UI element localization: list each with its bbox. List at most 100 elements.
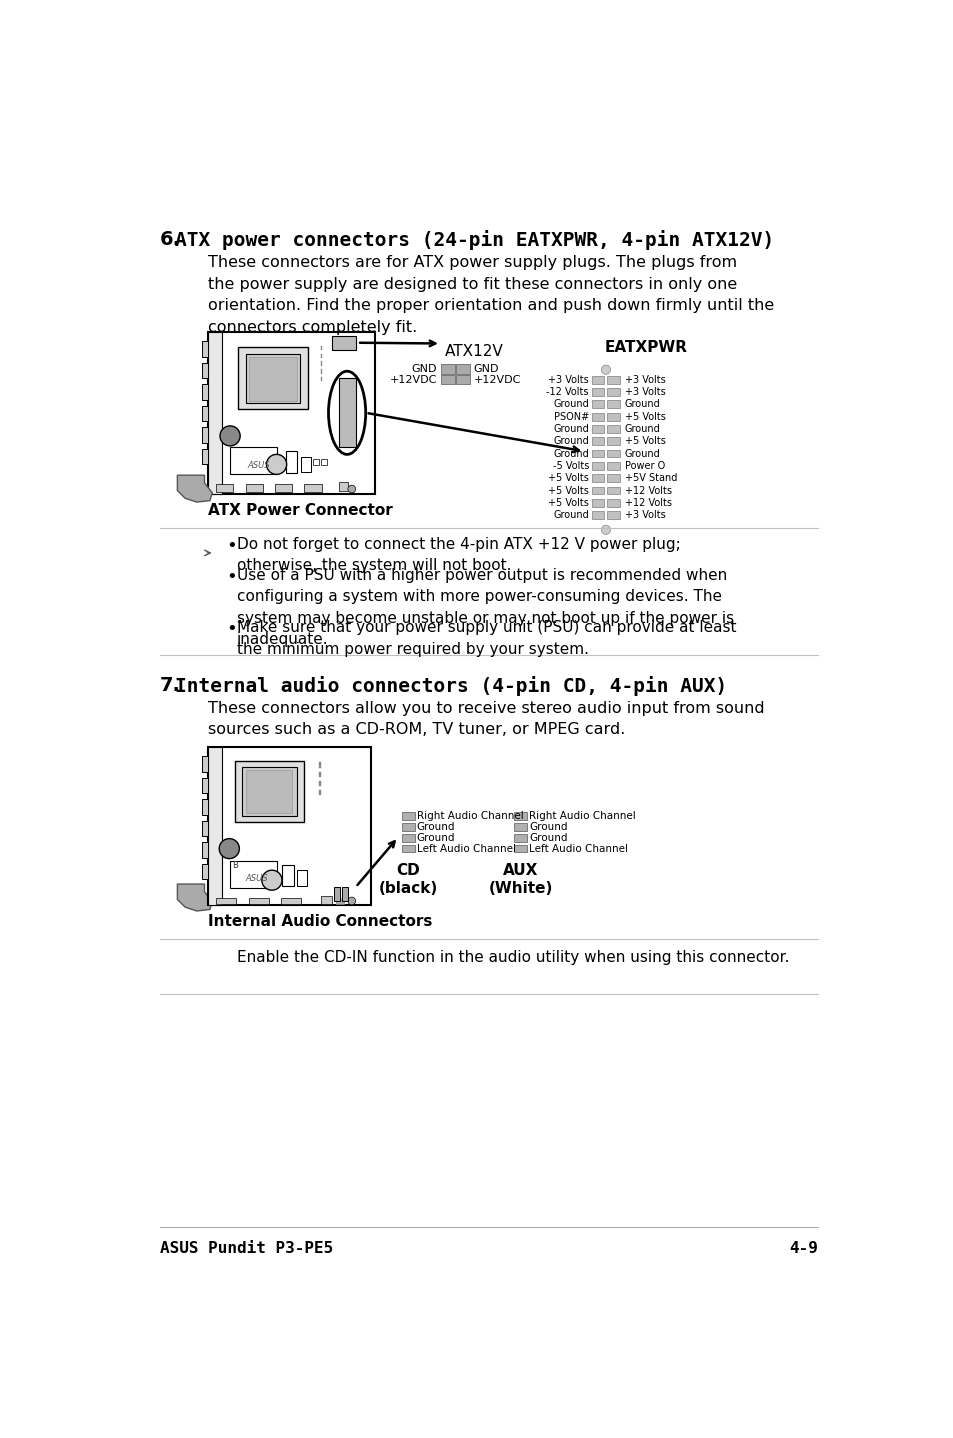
Text: Ground: Ground bbox=[553, 424, 588, 434]
Bar bbox=[402, 812, 415, 820]
Bar bbox=[592, 437, 604, 446]
Text: +3 Volts: +3 Volts bbox=[624, 375, 664, 385]
Text: Power O: Power O bbox=[624, 462, 664, 470]
Bar bbox=[592, 450, 604, 457]
Text: Make sure that your power supply unit (PSU) can provide at least
the minimum pow: Make sure that your power supply unit (P… bbox=[236, 620, 736, 657]
Bar bbox=[230, 861, 276, 887]
Bar bbox=[320, 361, 322, 365]
Text: Use of a PSU with a higher power output is recommended when
configuring a system: Use of a PSU with a higher power output … bbox=[236, 568, 734, 647]
Bar bbox=[607, 450, 619, 457]
Text: +5V Stand: +5V Stand bbox=[624, 473, 677, 483]
Text: Do not forget to connect the 4-pin ATX +12 V power plug;
otherwise, the system w: Do not forget to connect the 4-pin ATX +… bbox=[236, 536, 680, 574]
Bar bbox=[282, 864, 294, 886]
Bar bbox=[514, 834, 526, 841]
Bar bbox=[320, 354, 322, 358]
Bar bbox=[607, 475, 619, 482]
Bar bbox=[202, 449, 208, 464]
Ellipse shape bbox=[266, 454, 286, 475]
Bar bbox=[338, 482, 348, 492]
Bar bbox=[607, 375, 619, 384]
Text: GND: GND bbox=[473, 364, 498, 374]
Bar bbox=[440, 375, 455, 384]
Bar bbox=[245, 485, 262, 492]
Bar bbox=[592, 462, 604, 470]
Text: PSON#: PSON# bbox=[553, 411, 588, 421]
Text: +12 Volts: +12 Volts bbox=[624, 486, 671, 496]
Bar bbox=[607, 499, 619, 506]
Text: +12VDC: +12VDC bbox=[389, 375, 436, 385]
Bar bbox=[313, 459, 319, 464]
Bar bbox=[202, 406, 208, 421]
Bar bbox=[249, 357, 296, 401]
Bar bbox=[514, 823, 526, 831]
Text: Internal audio connectors (4-pin CD, 4-pin AUX): Internal audio connectors (4-pin CD, 4-p… bbox=[174, 676, 726, 696]
Text: ATX12V: ATX12V bbox=[444, 344, 503, 358]
Bar bbox=[402, 834, 415, 841]
Bar bbox=[235, 761, 303, 823]
Circle shape bbox=[348, 897, 355, 905]
Bar bbox=[607, 400, 619, 408]
Bar bbox=[281, 897, 301, 905]
Text: ASUS: ASUS bbox=[247, 462, 270, 470]
Bar bbox=[274, 485, 292, 492]
Text: +12VDC: +12VDC bbox=[473, 375, 520, 385]
Bar bbox=[297, 870, 307, 886]
Bar bbox=[607, 413, 619, 420]
Text: 6.: 6. bbox=[159, 230, 180, 249]
Text: ATX power connectors (24-pin EATXPWR, 4-pin ATX12V): ATX power connectors (24-pin EATXPWR, 4-… bbox=[174, 230, 774, 250]
Text: 7.: 7. bbox=[159, 676, 180, 695]
Bar bbox=[592, 388, 604, 395]
Bar bbox=[335, 897, 344, 905]
Bar bbox=[202, 843, 208, 858]
Bar bbox=[456, 375, 470, 384]
Bar bbox=[237, 348, 307, 408]
Bar bbox=[332, 336, 355, 349]
Text: Ground: Ground bbox=[553, 449, 588, 459]
Text: B: B bbox=[233, 861, 238, 870]
Bar bbox=[592, 512, 604, 519]
Bar bbox=[202, 341, 208, 357]
Text: +3 Volts: +3 Volts bbox=[624, 510, 664, 521]
Text: +5 Volts: +5 Volts bbox=[547, 498, 588, 508]
Text: •: • bbox=[226, 568, 236, 585]
Text: •: • bbox=[226, 536, 236, 555]
Bar bbox=[216, 485, 233, 492]
Circle shape bbox=[220, 426, 240, 446]
Bar bbox=[304, 485, 321, 492]
Bar bbox=[592, 413, 604, 420]
Text: ASUS Pundit P3-PE5: ASUS Pundit P3-PE5 bbox=[159, 1241, 333, 1257]
Bar bbox=[592, 426, 604, 433]
Bar bbox=[440, 364, 455, 374]
Circle shape bbox=[348, 485, 355, 493]
Bar bbox=[341, 887, 348, 902]
Bar bbox=[592, 499, 604, 506]
Bar bbox=[286, 452, 297, 473]
Text: These connectors are for ATX power supply plugs. The plugs from
the power supply: These connectors are for ATX power suppl… bbox=[208, 255, 774, 335]
Text: •: • bbox=[226, 620, 236, 638]
Text: Ground: Ground bbox=[624, 400, 659, 410]
Bar bbox=[319, 781, 320, 787]
Text: +5 Volts: +5 Volts bbox=[547, 486, 588, 496]
Text: AUX
(White): AUX (White) bbox=[488, 863, 553, 896]
Text: Ground: Ground bbox=[416, 833, 455, 843]
Text: 4-9: 4-9 bbox=[788, 1241, 818, 1257]
Circle shape bbox=[600, 525, 610, 535]
Bar bbox=[592, 486, 604, 495]
Bar bbox=[607, 512, 619, 519]
Bar bbox=[245, 354, 299, 403]
Bar bbox=[202, 427, 208, 443]
Text: Ground: Ground bbox=[624, 424, 659, 434]
Text: +5 Volts: +5 Volts bbox=[624, 411, 665, 421]
Bar bbox=[607, 437, 619, 446]
Bar bbox=[320, 370, 322, 374]
Bar bbox=[334, 887, 340, 902]
Bar bbox=[208, 332, 222, 493]
Text: ASUS: ASUS bbox=[245, 874, 268, 883]
Bar bbox=[245, 771, 292, 814]
Text: These connectors allow you to receive stereo audio input from sound
sources such: These connectors allow you to receive st… bbox=[208, 700, 764, 738]
Bar bbox=[607, 486, 619, 495]
Bar bbox=[202, 864, 208, 880]
Text: Ground: Ground bbox=[624, 449, 659, 459]
Text: -5 Volts: -5 Volts bbox=[552, 462, 588, 470]
Bar bbox=[402, 844, 415, 853]
